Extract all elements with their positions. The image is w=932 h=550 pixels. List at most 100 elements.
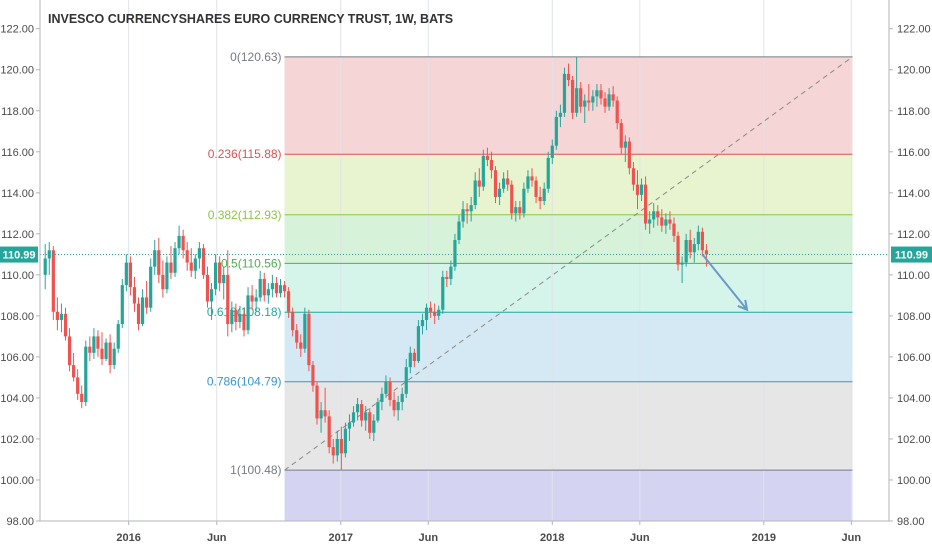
candle (514, 201, 518, 222)
candle (258, 270, 262, 302)
candle-body (660, 217, 664, 226)
candle (583, 94, 587, 124)
candle (343, 422, 348, 458)
fib-trend-line[interactable] (284, 56, 853, 471)
candle (554, 110, 558, 150)
candle (80, 385, 84, 409)
candle (270, 274, 274, 298)
candle (222, 266, 226, 300)
y-tick-label-right: 98.00 (897, 516, 925, 528)
candle (315, 381, 319, 425)
candle (376, 397, 380, 423)
candle-body (262, 278, 266, 296)
candle-body (112, 348, 116, 366)
candle-body (213, 262, 218, 290)
candle (177, 225, 181, 255)
candle (591, 90, 595, 111)
candle-body (96, 336, 100, 349)
candle (481, 149, 485, 191)
candle-body (591, 96, 595, 103)
candle (149, 258, 153, 312)
candle (562, 67, 567, 117)
candle-body (303, 313, 307, 349)
candle (189, 248, 193, 277)
candle (104, 338, 108, 362)
candle (372, 414, 376, 442)
y-tick-label-right: 118.00 (897, 106, 930, 118)
candle-body (615, 100, 619, 124)
candle (635, 170, 640, 210)
candle-body (388, 381, 392, 400)
candle (59, 303, 64, 333)
candle-body (108, 342, 112, 366)
y-tick-label-left: 114.00 (1, 188, 34, 200)
candle (307, 309, 311, 372)
y-tick-label-left: 118.00 (1, 106, 34, 118)
candle (664, 213, 668, 234)
fib-level-label: 0.382(112.93) (208, 208, 282, 222)
candle-body (165, 262, 169, 290)
candle (250, 285, 254, 310)
arrow-shaft[interactable] (701, 253, 748, 311)
candle-body (226, 274, 230, 325)
candle-body (205, 274, 210, 302)
candle (299, 334, 303, 357)
candles (43, 56, 709, 470)
projection-arrow[interactable] (701, 253, 749, 312)
candle (473, 172, 477, 210)
candle (368, 408, 372, 439)
x-tick-label: Jun (842, 532, 862, 544)
candle-body (368, 412, 372, 433)
candle (193, 254, 197, 279)
candle-body (343, 428, 348, 454)
candle (457, 215, 461, 245)
candle (660, 209, 664, 232)
candle (493, 166, 498, 204)
candle-body (299, 342, 303, 349)
candle-body (242, 313, 246, 331)
candle-body (652, 211, 656, 220)
candle-body (595, 90, 599, 97)
candle-body (562, 73, 567, 113)
fib-zone (284, 214, 853, 264)
candle-body (315, 385, 319, 419)
candle-body (404, 367, 408, 394)
candle-body (522, 188, 526, 214)
candle (351, 406, 356, 427)
candle-body (445, 276, 449, 279)
candle (412, 348, 416, 368)
candle (132, 276, 137, 312)
candle (278, 278, 283, 298)
candle (291, 307, 295, 337)
candle (639, 178, 644, 202)
candle-body (534, 180, 538, 197)
candle-body (680, 262, 684, 265)
fib-level-label: 0.5(110.56) (221, 256, 282, 270)
candle (607, 88, 611, 111)
candle (489, 151, 494, 179)
candle (120, 278, 124, 329)
candle-body (88, 346, 92, 353)
y-tick-label-right: 122.00 (897, 24, 931, 36)
y-tick-label-left: 108.00 (0, 311, 34, 323)
last-price-label-left: 110.99 (2, 250, 35, 262)
candle (619, 118, 623, 154)
arrow-head[interactable] (737, 299, 749, 312)
candle (173, 242, 177, 277)
trend-line[interactable] (284, 56, 853, 471)
candle-body (169, 262, 173, 273)
candle (327, 410, 331, 454)
candle-body (189, 262, 193, 271)
candle (408, 346, 412, 374)
candle-body (514, 207, 518, 214)
y-tick-label-right: 104.00 (897, 393, 931, 405)
candle (485, 147, 489, 167)
candle (238, 305, 242, 329)
candle (355, 397, 360, 421)
x-tick-label: 2016 (116, 532, 140, 544)
candle (441, 270, 445, 314)
fib-zone (284, 154, 853, 215)
candle-body (307, 313, 311, 366)
candle-body (696, 231, 700, 245)
